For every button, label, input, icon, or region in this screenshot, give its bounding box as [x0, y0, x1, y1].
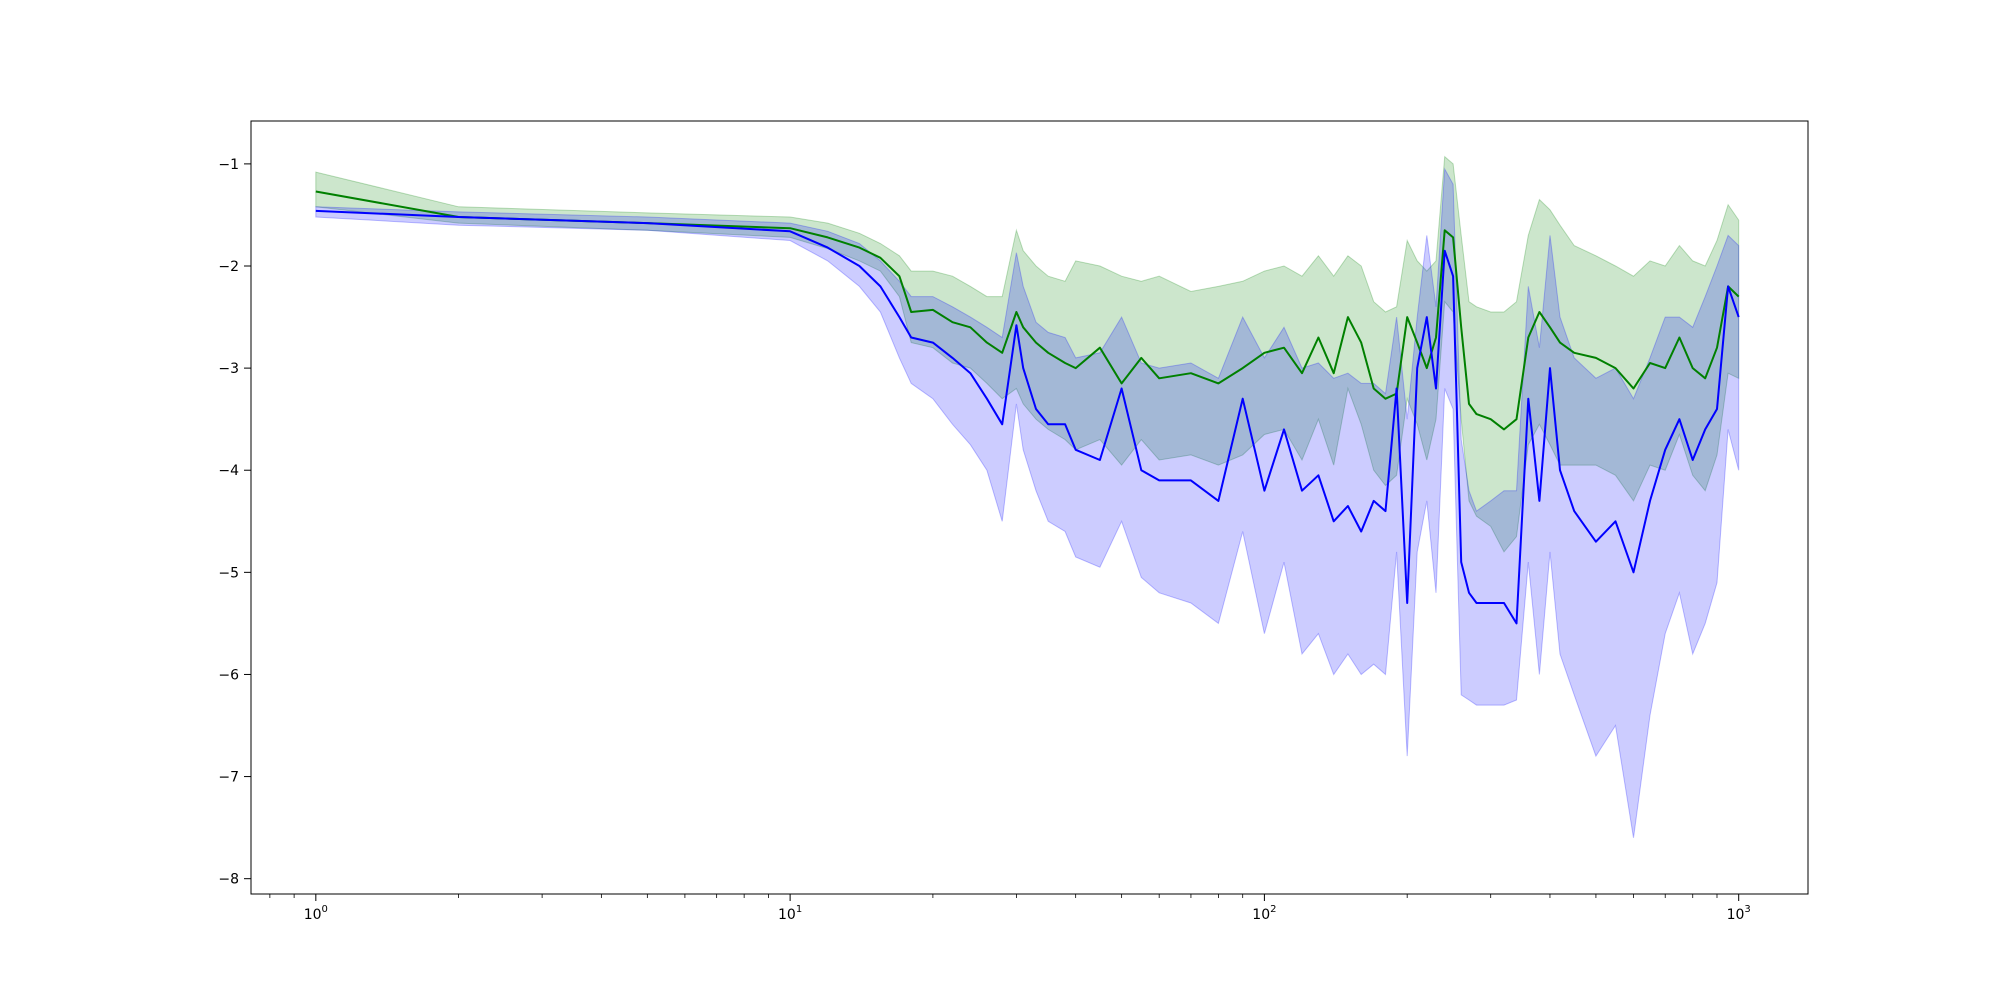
plot-frame [250, 120, 1809, 895]
y-tick-label: −8 [218, 872, 239, 888]
series-1-band [315, 155, 1740, 553]
series-1-line [315, 190, 1740, 431]
y-tick-label: −6 [218, 667, 239, 683]
x-tick-label: 103 [1727, 904, 1751, 923]
x-axis: 100 101 102 103 [269, 894, 1751, 923]
y-tick-label: −3 [218, 361, 239, 377]
series-2-band [315, 167, 1740, 838]
y-axis: −1 −2 −3 −4 −5 −6 −7 −8 [218, 157, 251, 888]
x-tick-label: 102 [1252, 904, 1276, 923]
y-tick-label: −2 [218, 259, 239, 275]
confidence-bands [315, 155, 1740, 838]
y-tick-label: −5 [218, 565, 239, 581]
y-tick-label: −7 [218, 770, 239, 786]
series-2-line [315, 209, 1740, 625]
x-tick-label: 101 [778, 904, 802, 923]
y-tick-label: −4 [218, 463, 239, 479]
y-tick-label: −1 [218, 157, 239, 173]
series-lines [315, 190, 1740, 625]
x-tick-label: 100 [304, 904, 328, 923]
